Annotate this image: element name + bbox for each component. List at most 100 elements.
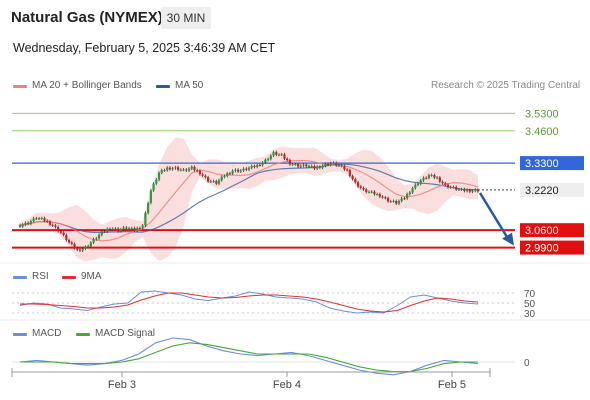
candle-body [177,167,180,170]
candle [283,152,286,161]
candle [269,154,272,161]
candle [305,163,308,168]
candle [455,185,458,192]
candle [51,223,54,227]
candle [427,173,431,180]
candle-body [288,160,291,165]
macd-legend-label: MACD [32,328,62,339]
candle [397,199,401,206]
candle [296,162,300,169]
candle [43,216,46,223]
candle-body [160,170,163,173]
candle-body [87,246,90,248]
candle [144,211,147,227]
candle-body [242,168,245,171]
candle-body [108,228,112,230]
candle [367,190,371,194]
candle [204,174,207,179]
candle-body [261,162,264,166]
candle [122,226,125,231]
candle-body [236,169,240,172]
candle [430,173,433,177]
candle [433,173,436,180]
candle [163,168,166,172]
candle [179,168,182,172]
candle-body [119,229,122,232]
candle [280,152,283,157]
candle-body [166,167,169,171]
candle-body [220,176,223,181]
candle [457,187,461,192]
candle [326,162,330,167]
candle [84,245,87,251]
candle [217,178,221,186]
candle [29,219,33,226]
candle [18,223,22,228]
candle-body [416,183,420,185]
candle [444,181,447,187]
candle [65,233,68,242]
candle [299,164,302,169]
candle [89,241,92,248]
candle-body [149,190,152,204]
candle-body [452,186,455,188]
candle-body [32,218,35,222]
candle-body [215,181,218,184]
candle-body [204,175,207,178]
candle-body [136,228,139,231]
candle-body [425,177,428,179]
candle [408,191,411,196]
candle [24,221,27,227]
candle-body [198,170,202,175]
candle [436,176,439,180]
candle [452,185,455,189]
candle-body [335,162,338,166]
x-axis-tick-label: Feb 4 [273,379,301,391]
price-level-resistance-label: 3.4600 [525,126,559,138]
candle [198,169,202,176]
rsi-ma-legend-swatch [62,276,76,279]
ma20-legend-swatch [13,85,27,88]
candle-body [67,240,71,243]
candle [136,226,139,233]
candle-body [43,218,46,221]
candle [207,175,210,183]
candle-body [381,196,384,198]
candle-body [321,165,324,168]
candle [376,192,379,196]
macd-tick-label: 0 [524,358,530,369]
candle [438,176,441,184]
candle [411,186,414,194]
timeframe-badge[interactable]: 30 MIN [161,7,211,29]
candle-body [226,173,229,177]
candle [471,189,474,194]
candle [155,178,158,186]
candle-body [427,175,431,178]
price-level-support-label: 2.9900 [525,243,559,255]
candle [40,216,43,220]
candle [340,163,343,168]
candle [27,221,30,226]
candle [400,196,403,203]
price-level-last-box [520,182,584,197]
candle-body [133,228,136,231]
candle [351,174,354,181]
candle-body [392,201,395,203]
copyright-text: Research © 2025 Trading Central [431,80,581,91]
candle [67,238,71,244]
candle-body [373,191,376,195]
candle [474,188,477,193]
candle-body [376,194,379,196]
candle-body [147,203,150,213]
candle-body [310,165,313,167]
candle-body [78,249,82,251]
candle-body [73,243,76,249]
candle [406,192,409,200]
macd-line [19,337,479,376]
candle [378,192,381,199]
candle [329,161,332,167]
candle [275,150,278,157]
candle [127,226,131,230]
candle [190,165,193,171]
candle [446,183,450,189]
